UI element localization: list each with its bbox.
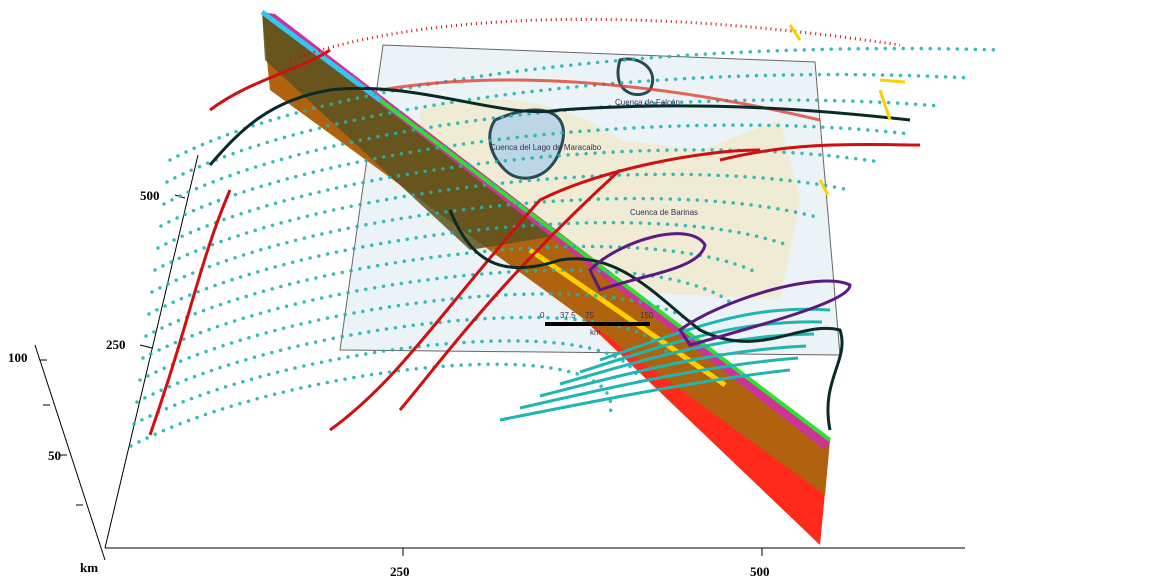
- tick-label: 50: [48, 448, 61, 463]
- vertical-axis: [104, 154, 199, 549]
- contour-dots: [153, 172, 852, 272]
- black-line: [208, 86, 911, 166]
- axes-frame: [34, 154, 965, 561]
- tick-label: 500: [750, 564, 770, 579]
- axis-unit: km: [80, 560, 98, 575]
- tick-label: 250: [390, 564, 410, 579]
- fault-line: [329, 148, 761, 432]
- yellow-mark: [788, 24, 906, 196]
- scale-label: 75: [585, 311, 594, 320]
- contour-line: [519, 356, 799, 410]
- contour-dots: [135, 315, 672, 404]
- scale-label: km: [590, 328, 601, 337]
- scale-label: 150: [640, 311, 654, 320]
- contour-line: [599, 307, 831, 362]
- slab-yellow: [528, 247, 727, 388]
- contour-dots: [159, 123, 912, 228]
- depth-axis: [34, 344, 106, 561]
- contour-dots: [132, 339, 642, 426]
- scale-bar: [545, 322, 650, 326]
- slab-top-green: [378, 98, 832, 442]
- contour-dots: [150, 196, 822, 294]
- basin-label: Cuenca de Barinas: [630, 208, 698, 217]
- tick-label: 250: [106, 337, 126, 352]
- contour-dots: [138, 292, 702, 382]
- fault-line: [148, 189, 232, 436]
- fault-line: [379, 78, 821, 122]
- purple-contour: [588, 232, 707, 292]
- basin-label: Cuenca del Lago de Maracaibo: [490, 143, 602, 152]
- labels: 500 250 100 50 km 250 500 Cuenca de Falc…: [8, 98, 770, 579]
- black-line: [448, 209, 844, 431]
- tick-label: 500: [140, 188, 160, 203]
- fault-line: [719, 142, 921, 162]
- contour-dots: [165, 72, 972, 184]
- contour-dots: [156, 148, 882, 250]
- scale-label: 37.5: [560, 311, 576, 320]
- contour-dots: [147, 220, 792, 316]
- basin-label: Cuenca de Falcón: [615, 98, 680, 107]
- contour-line: [539, 344, 807, 398]
- tick: [139, 344, 153, 349]
- tick-label: 100: [8, 350, 28, 365]
- contour-line: [499, 368, 791, 422]
- contour-dots: [141, 268, 732, 360]
- fault-line: [398, 168, 622, 411]
- fault-line: [209, 48, 331, 112]
- purple-contour: [677, 279, 852, 347]
- slab-olive: [262, 12, 560, 250]
- scale-label: 0: [540, 311, 545, 320]
- contour-dots: [162, 98, 942, 206]
- contour-dots: [168, 46, 1002, 162]
- fault-lines: [148, 17, 921, 436]
